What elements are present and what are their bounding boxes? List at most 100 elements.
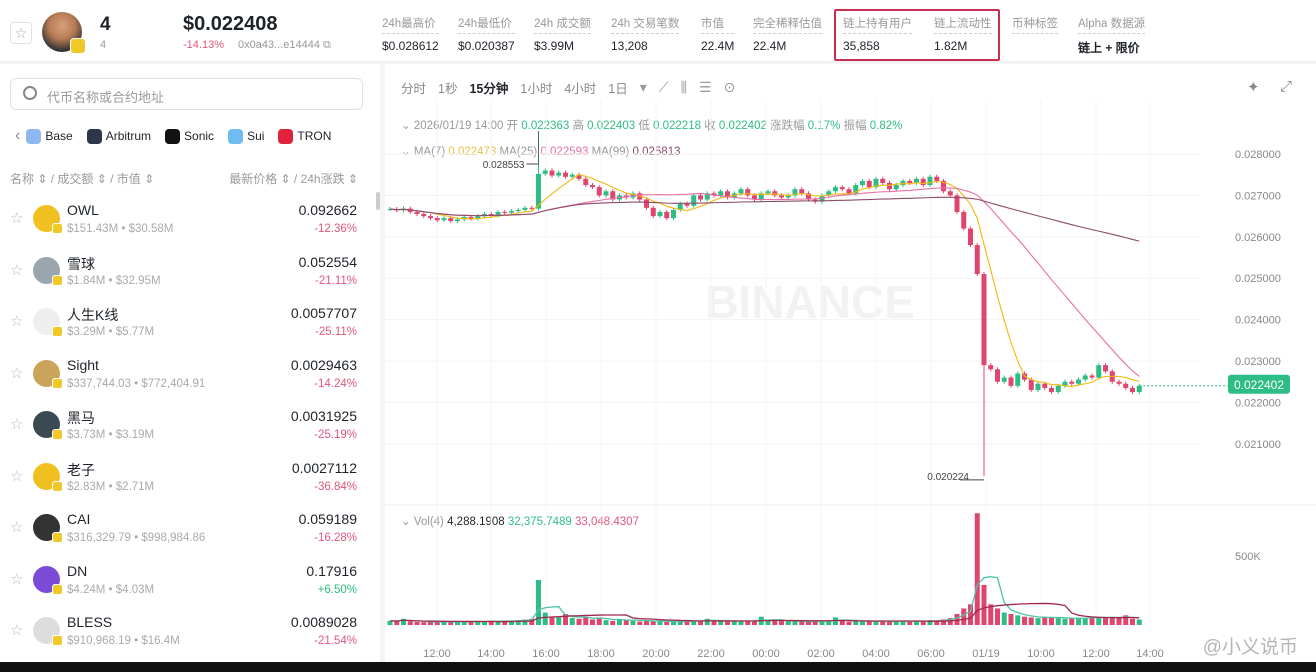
candle-body [860, 180, 865, 186]
volume-bar [441, 621, 447, 625]
volume-bar [549, 616, 555, 625]
candle-body [1069, 381, 1075, 384]
volume-bar [596, 617, 602, 625]
chain-tab-tron[interactable]: TRON [278, 128, 331, 144]
candle-body [1008, 377, 1014, 386]
interval-tab[interactable]: 1秒 [438, 82, 458, 96]
stat-value: $3.99M [534, 39, 575, 53]
token-row[interactable]: ☆ 老子 $2.83M • $2.71M 0.0027112 -36.84% [0, 454, 380, 505]
x-tick-label: 18:00 [587, 648, 615, 660]
interval-tab[interactable]: 4小时 [564, 82, 597, 96]
favorite-star-icon[interactable]: ☆ [10, 261, 24, 279]
volume-bar [873, 621, 879, 625]
favorite-star-icon[interactable]: ☆ [10, 313, 24, 330]
token-row[interactable]: ☆ 人生K线 $3.29M • $5.77M 0.0057707 -25.11% [0, 299, 380, 350]
stat-value[interactable]: 链上 + 限价 [1078, 41, 1140, 55]
interval-tab[interactable]: 15分钟 [469, 82, 509, 96]
candle-body [927, 176, 933, 186]
token-volume-mcap: $4.24M • $4.03M [67, 583, 155, 596]
token-price: 0.0057707 [290, 305, 357, 321]
volume-bar [637, 621, 643, 625]
stat-value: 22.4M [753, 39, 787, 53]
scrollbar[interactable] [376, 192, 380, 210]
favorite-star-icon[interactable]: ☆ [10, 622, 24, 639]
candle-body [657, 211, 663, 217]
token-row[interactable]: ☆ 雪球 $1.84M • $32.95M 0.052554 -21.11% [0, 248, 380, 299]
search-input[interactable]: 代币名称或合约地址 [10, 78, 363, 110]
candle-body [677, 203, 683, 210]
sparkle-icon[interactable]: ✦ [1247, 79, 1260, 96]
more-intervals-icon[interactable]: ▾ [639, 79, 647, 95]
stat-value: 1.82M [934, 39, 968, 53]
chevron-left-icon[interactable]: ‹ [15, 127, 21, 144]
favorite-star-icon[interactable]: ☆ [10, 210, 24, 227]
candle-body [900, 180, 906, 186]
token-change: -16.28% [314, 532, 357, 544]
volume-bar [900, 621, 906, 625]
chain-tab-arbitrum[interactable]: Arbitrum [86, 128, 151, 144]
token-logo [33, 565, 63, 595]
candle-body [968, 228, 973, 246]
token-change: -21.11% [315, 274, 357, 287]
token-row[interactable]: ☆ OWL $151.43M • $30.58M 0.092662 -12.36… [0, 196, 380, 247]
token-logo [33, 359, 63, 389]
favorite-star-icon[interactable]: ☆ [10, 519, 24, 536]
sort-header-left[interactable]: 名称 ⇕ / 成交额 ⇕ / 市值 ⇕ [10, 172, 155, 186]
candle-body [428, 216, 433, 219]
favorite-star-icon[interactable]: ☆ [10, 416, 24, 433]
volume-bar [725, 621, 730, 625]
y-tick-label: 0.025000 [1235, 273, 1281, 285]
indicator-icon[interactable]: ⟋ [658, 79, 669, 95]
stat-label: 24h 交易笔数 [611, 15, 680, 34]
token-row[interactable]: ☆ Sight $337,744.03 • $772,404.91 0.0029… [0, 351, 380, 402]
sort-header-right[interactable]: 最新价格 ⇕ / 24h涨跌 ⇕ [229, 172, 358, 186]
token-price: 0.092662 [298, 202, 357, 218]
x-tick-label: 14:00 [1136, 648, 1164, 660]
volume-bar [954, 613, 960, 625]
token-row[interactable]: ☆ DN $4.24M • $4.03M 0.17916 +6.50% [0, 557, 380, 608]
copy-icon[interactable]: ⧉ [323, 39, 331, 51]
candle-body [988, 365, 994, 370]
favorite-star-icon[interactable]: ☆ [10, 22, 32, 44]
candle-body [995, 369, 1000, 382]
volume-bar [630, 620, 636, 625]
chain-tab-sonic[interactable]: Sonic [165, 128, 214, 144]
candle-body [839, 187, 845, 190]
settings-icon[interactable]: ☰ [699, 79, 712, 95]
contract-address[interactable]: 0x0a43...e14444 ⧉ [238, 39, 331, 52]
expand-icon[interactable]: ⤢ [1280, 78, 1293, 95]
token-row[interactable]: ☆ 黑马 $3.73M • $3.19M 0.0031925 -25.19% [0, 402, 380, 453]
token-row[interactable]: ☆ CAI $316,329.79 • $998,984.86 0.059189… [0, 505, 380, 556]
token-volume-mcap: $337,744.03 • $772,404.91 [67, 377, 206, 390]
volume-bar [833, 617, 838, 625]
chart-type-icon[interactable]: ⫼ [680, 79, 688, 95]
volume-bar [461, 621, 467, 625]
volume-bar [542, 612, 548, 625]
volume-bar [1123, 615, 1129, 625]
interval-tab[interactable]: 1日 [608, 82, 628, 96]
token-price: 0.0031925 [290, 408, 357, 424]
volume-bar [812, 621, 818, 625]
token-logo [33, 308, 63, 337]
favorite-star-icon[interactable]: ☆ [10, 467, 24, 485]
stat-label: 市值 [701, 15, 735, 34]
stat-label: Alpha 数据源 [1078, 15, 1146, 34]
reset-icon[interactable]: ⊙ [723, 79, 736, 95]
chart-panel: 分时 1秒 15分钟 1小时 4小时 1日 ▾ ⟋ ⫼ ☰ ⊙ ✦ ⤢ ⌄ 2026/01/19 1… [385, 64, 1316, 662]
chain-tab-sui[interactable]: Sui [228, 128, 264, 144]
current-price-label: 0.022402 [1234, 378, 1284, 392]
token-change: -36.84% [314, 480, 357, 493]
chain-tab-base[interactable]: Base [26, 128, 73, 144]
interval-tab[interactable]: 分时 [401, 82, 427, 96]
chain-badge-icon [52, 377, 63, 389]
volume-bar [1035, 618, 1041, 625]
token-row[interactable]: ☆ BLESS $910,968.19 • $16.4M 0.0089028 -… [0, 608, 380, 659]
volume-bar [502, 620, 508, 625]
token-name: 老子 [67, 461, 95, 478]
interval-tab[interactable]: 1小时 [520, 82, 553, 96]
stat-value: $0.028612 [382, 39, 439, 53]
favorite-star-icon[interactable]: ☆ [10, 570, 24, 588]
favorite-star-icon[interactable]: ☆ [10, 364, 24, 382]
candle-body [1028, 379, 1034, 390]
